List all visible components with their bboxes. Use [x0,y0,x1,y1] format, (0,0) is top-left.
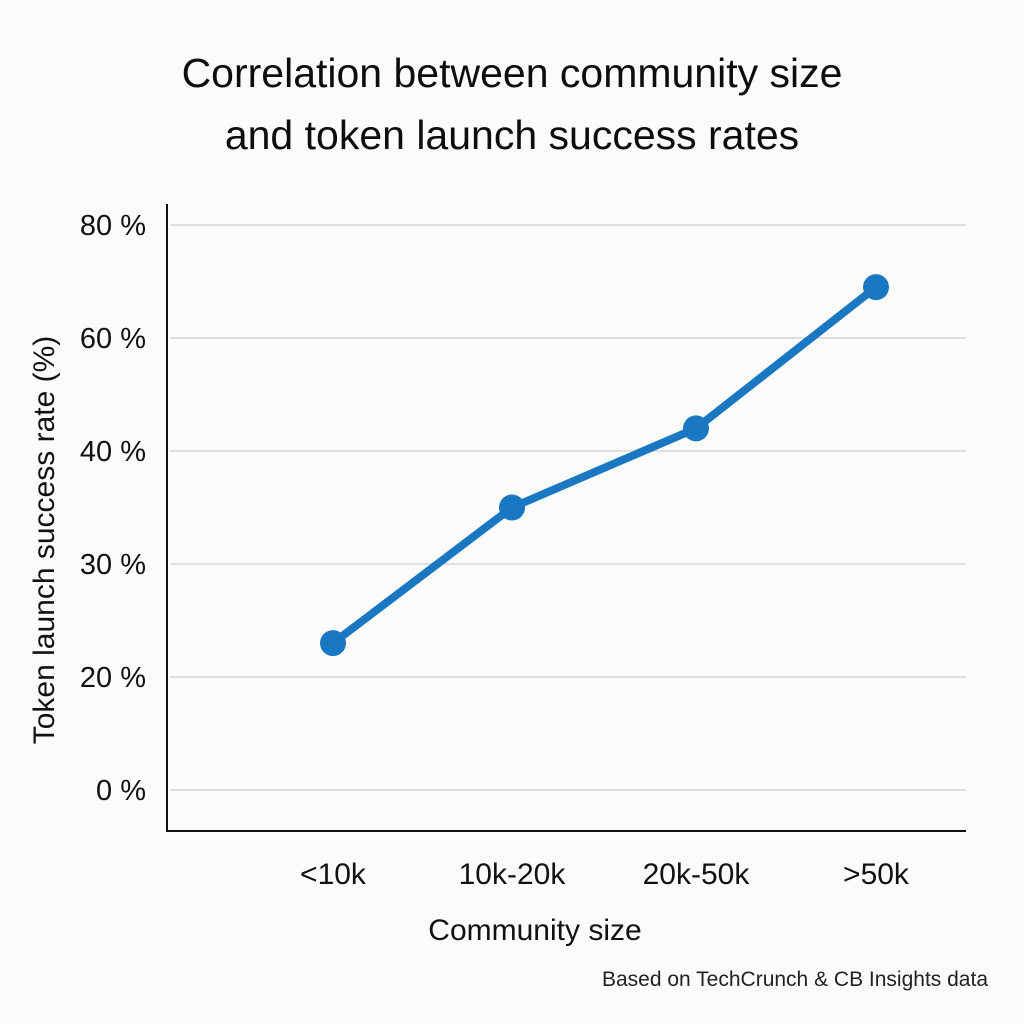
y-tick-label: 60 % [80,323,146,355]
data-point[interactable] [863,274,889,301]
y-tick-label: 20 % [80,662,146,694]
source-note: Based on TechCrunch & CB Insights data [601,968,988,991]
y-tick-labels: 0 % 20 % 30 % 40 % 60 % 80 % [80,210,146,807]
y-tick-label: 80 % [80,210,146,242]
chart-title-line-1: Correlation between community size [181,50,843,96]
axes [166,204,966,832]
data-point[interactable] [320,630,346,657]
y-axis-label: Token launch success rate (%) [28,336,61,745]
y-tick-label: 0 % [96,775,146,807]
chart-title: Correlation between community size and t… [0,42,1024,166]
x-tick-label: 10k-20k [459,858,567,891]
data-point[interactable] [683,415,709,442]
x-tick-label: >50k [843,858,910,891]
x-tick-label: 20k-50k [643,858,751,891]
series-line [329,283,880,648]
x-tick-label: <10k [300,858,367,891]
chart-title-line-2: and token launch success rates [224,112,800,158]
data-series [320,274,889,657]
data-point[interactable] [499,494,525,521]
x-tick-labels: <10k 10k-20k 20k-50k >50k [300,858,910,891]
y-tick-label: 30 % [80,549,146,581]
y-tick-label: 40 % [80,436,146,468]
x-axis-label: Community size [428,914,641,947]
gridlines [170,224,966,791]
